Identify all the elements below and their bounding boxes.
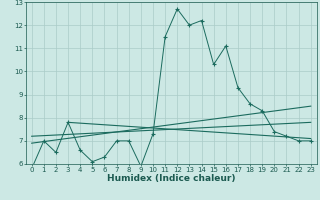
X-axis label: Humidex (Indice chaleur): Humidex (Indice chaleur) [107, 174, 236, 183]
